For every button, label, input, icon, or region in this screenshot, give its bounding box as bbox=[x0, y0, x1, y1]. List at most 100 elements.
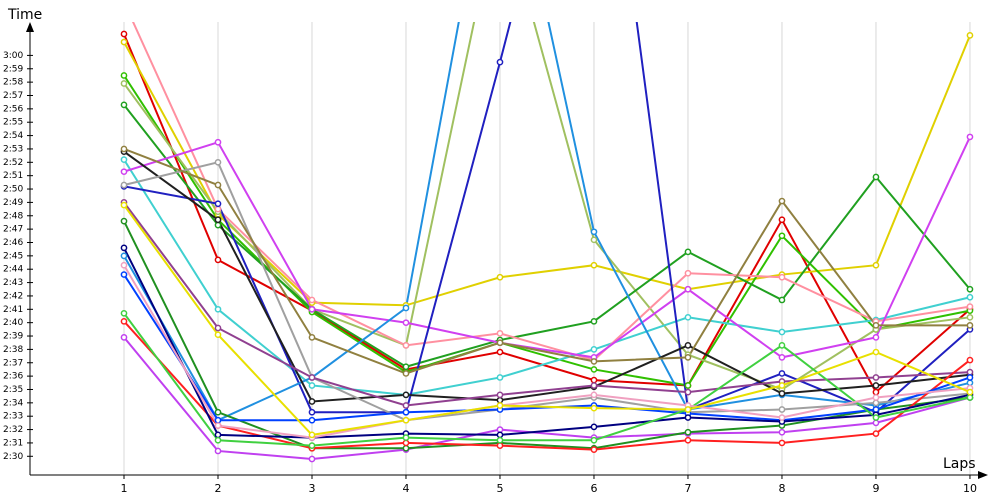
data-point bbox=[966, 313, 974, 321]
data-point bbox=[214, 138, 222, 146]
y-tick-label: 2:46 bbox=[3, 238, 23, 248]
y-tick-label: 2:33 bbox=[3, 412, 23, 422]
data-point bbox=[308, 296, 316, 304]
data-point bbox=[402, 434, 410, 441]
data-point bbox=[120, 317, 128, 325]
data-point bbox=[402, 319, 410, 327]
data-point bbox=[778, 439, 786, 447]
data-point bbox=[590, 346, 598, 353]
data-point bbox=[590, 236, 598, 244]
data-point bbox=[496, 348, 504, 356]
data-point bbox=[120, 309, 128, 317]
data-point bbox=[684, 285, 692, 293]
data-point bbox=[684, 248, 692, 256]
data-point bbox=[496, 374, 504, 381]
data-point bbox=[590, 317, 598, 325]
x-tick-label: 10 bbox=[963, 482, 977, 495]
y-tick-label: 2:49 bbox=[3, 198, 23, 208]
data-point bbox=[120, 217, 128, 225]
y-tick-label: 2:30 bbox=[3, 452, 23, 462]
series-line bbox=[123, 312, 971, 447]
x-tick-label: 8 bbox=[778, 482, 785, 495]
y-tick-label: 2:45 bbox=[3, 251, 23, 261]
y-tick-label: 3:00 bbox=[3, 51, 23, 61]
data-point bbox=[966, 285, 974, 293]
data-point bbox=[778, 342, 786, 349]
data-point bbox=[214, 431, 222, 439]
data-point bbox=[496, 436, 504, 444]
data-point bbox=[590, 358, 598, 365]
data-point bbox=[590, 228, 598, 236]
series-line bbox=[123, 148, 970, 375]
y-tick-label: 2:40 bbox=[3, 318, 23, 328]
y-tick-label: 2:31 bbox=[3, 438, 23, 448]
data-point bbox=[214, 181, 222, 189]
data-point bbox=[120, 38, 128, 46]
data-point bbox=[496, 396, 504, 404]
data-point bbox=[966, 303, 974, 310]
y-tick-label: 2:58 bbox=[3, 78, 23, 88]
x-tick-label: 1 bbox=[120, 482, 127, 495]
data-point bbox=[590, 404, 598, 412]
series-line bbox=[123, 74, 971, 387]
data-point bbox=[120, 201, 128, 209]
y-tick-label: 2:37 bbox=[3, 358, 23, 368]
y-tick-label: 2:34 bbox=[3, 398, 23, 408]
data-point bbox=[778, 328, 786, 336]
data-point bbox=[214, 216, 222, 224]
series-line bbox=[123, 136, 971, 359]
series-line bbox=[123, 22, 971, 422]
data-point bbox=[872, 334, 880, 341]
x-tick-label: 6 bbox=[590, 482, 597, 495]
data-point bbox=[590, 261, 598, 269]
data-point bbox=[402, 439, 410, 447]
series-line bbox=[123, 33, 971, 394]
data-point bbox=[684, 388, 692, 396]
data-point bbox=[496, 426, 504, 433]
data-point bbox=[966, 394, 974, 401]
y-tick-label: 2:44 bbox=[3, 265, 23, 275]
data-point bbox=[684, 342, 692, 349]
data-point bbox=[684, 382, 692, 389]
data-point bbox=[966, 356, 974, 364]
y-tick-label: 2:57 bbox=[3, 91, 23, 101]
grid bbox=[27, 22, 971, 479]
data-point bbox=[872, 399, 880, 407]
data-point bbox=[590, 382, 598, 389]
data-point bbox=[778, 382, 786, 389]
data-point bbox=[402, 391, 410, 399]
data-point bbox=[872, 173, 880, 181]
data-point bbox=[590, 423, 598, 431]
data-point bbox=[778, 370, 786, 377]
data-point bbox=[496, 330, 504, 337]
data-point bbox=[966, 368, 974, 376]
x-tick-label: 9 bbox=[872, 482, 879, 495]
data-point bbox=[402, 408, 410, 416]
data-point bbox=[214, 324, 222, 332]
data-point bbox=[120, 145, 128, 153]
data-point bbox=[496, 402, 504, 409]
data-point bbox=[966, 293, 974, 301]
data-point bbox=[496, 391, 504, 399]
data-point bbox=[308, 305, 316, 313]
y-tick-label: 2:52 bbox=[3, 158, 23, 168]
x-tick-label: 5 bbox=[496, 482, 503, 495]
data-point bbox=[684, 354, 692, 361]
data-point bbox=[966, 133, 974, 141]
data-point bbox=[496, 339, 504, 347]
data-point bbox=[966, 321, 974, 329]
data-point bbox=[496, 58, 504, 66]
data-point bbox=[966, 374, 974, 381]
data-point bbox=[778, 406, 786, 413]
data-point bbox=[214, 422, 222, 429]
data-point bbox=[308, 382, 316, 389]
data-point bbox=[214, 408, 222, 416]
y-tick-label: 2:41 bbox=[3, 305, 23, 315]
data-point bbox=[684, 406, 692, 413]
data-point bbox=[214, 331, 222, 339]
data-point bbox=[402, 416, 410, 424]
data-point bbox=[120, 334, 128, 341]
data-point bbox=[308, 455, 316, 463]
data-point bbox=[590, 366, 598, 373]
x-tick-label: 4 bbox=[402, 482, 409, 495]
